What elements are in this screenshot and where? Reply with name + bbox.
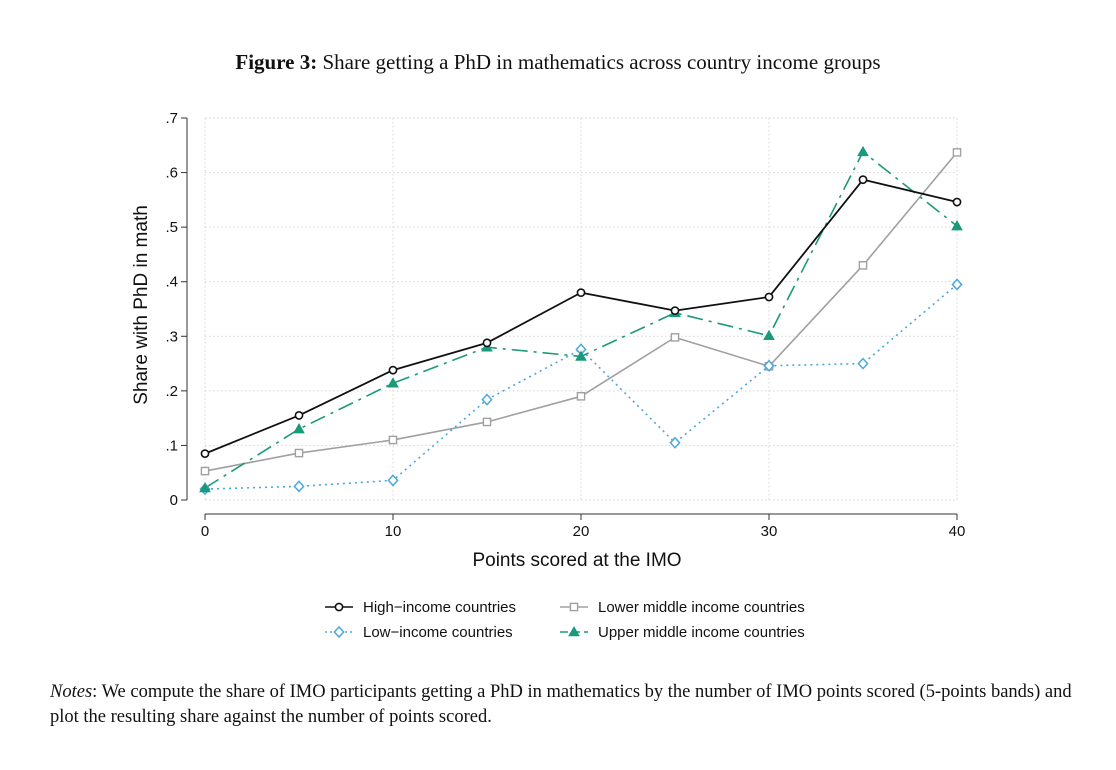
series-0-point: [670, 306, 680, 316]
series-0-point: [294, 411, 304, 420]
series-1-point: [669, 436, 681, 449]
series-1-point: [763, 359, 775, 372]
figure-title: Figure 3: Share getting a PhD in mathema…: [0, 50, 1116, 75]
series-0-point: [482, 338, 492, 348]
series-3-point: [857, 145, 869, 157]
series-3-point: [951, 220, 963, 231]
x-tick-label: 10: [385, 523, 402, 540]
series-0-point: [200, 449, 210, 459]
figure-label: Figure 3:: [235, 50, 318, 74]
y-tick-label: .3: [165, 328, 178, 345]
x-axis-title: Points scored at the IMO: [472, 550, 681, 571]
y-tick-label: .2: [165, 383, 178, 400]
series-3-point: [763, 329, 775, 341]
series-1-point: [387, 474, 399, 487]
y-axis-title: Share with PhD in math: [131, 205, 152, 405]
legend-marker-3: [568, 625, 580, 637]
x-tick-label: 20: [573, 523, 590, 540]
x-tick-label: 40: [949, 523, 966, 540]
series-line-0: [204, 178, 958, 455]
series-1-point: [481, 393, 493, 406]
legend-label-1: Low−income countries: [363, 624, 513, 641]
series-2-point: [294, 448, 304, 458]
series-2-point: [200, 466, 210, 476]
y-tick-label: 0: [170, 492, 178, 509]
series-2-point: [388, 435, 398, 445]
x-tick-label: 30: [761, 523, 778, 540]
y-tick-label: .7: [165, 110, 178, 127]
y-tick-label: .5: [165, 219, 178, 236]
series-3-point: [199, 481, 211, 493]
series-2-point: [858, 261, 868, 270]
series-1-point: [293, 480, 305, 493]
legend-marker-1: [333, 625, 345, 639]
series-0-point: [764, 292, 774, 302]
y-tick-label: .1: [165, 437, 178, 454]
y-tick-label: .6: [165, 165, 178, 182]
series-3-point: [575, 350, 587, 361]
legend-label-3: Upper middle income countries: [598, 624, 805, 641]
figure-notes: Notes: We compute the share of IMO parti…: [50, 680, 1080, 730]
legend-marker-2: [569, 602, 579, 612]
series-2-point: [670, 333, 680, 342]
series-2-point: [482, 417, 492, 427]
notes-label: Notes: [50, 682, 93, 702]
legend-label-2: Lower middle income countries: [598, 599, 805, 616]
series-3-point: [293, 423, 305, 434]
series-0-point: [576, 288, 586, 298]
y-tick-label: .4: [165, 274, 178, 291]
legend-label-0: High−income countries: [363, 599, 516, 616]
legend-marker-0: [334, 602, 344, 612]
series-2-point: [576, 392, 586, 401]
series-1-point: [857, 357, 869, 370]
figure-title-text: Share getting a PhD in mathematics acros…: [322, 50, 881, 74]
series-0-point: [388, 365, 398, 375]
series-0-point: [858, 175, 868, 185]
series-3-point: [387, 377, 399, 388]
series-2-point: [952, 148, 962, 157]
series-0-point: [952, 197, 962, 207]
notes-text: : We compute the share of IMO participan…: [50, 682, 1072, 727]
x-tick-label: 0: [201, 523, 209, 540]
series-1-point: [951, 278, 963, 291]
